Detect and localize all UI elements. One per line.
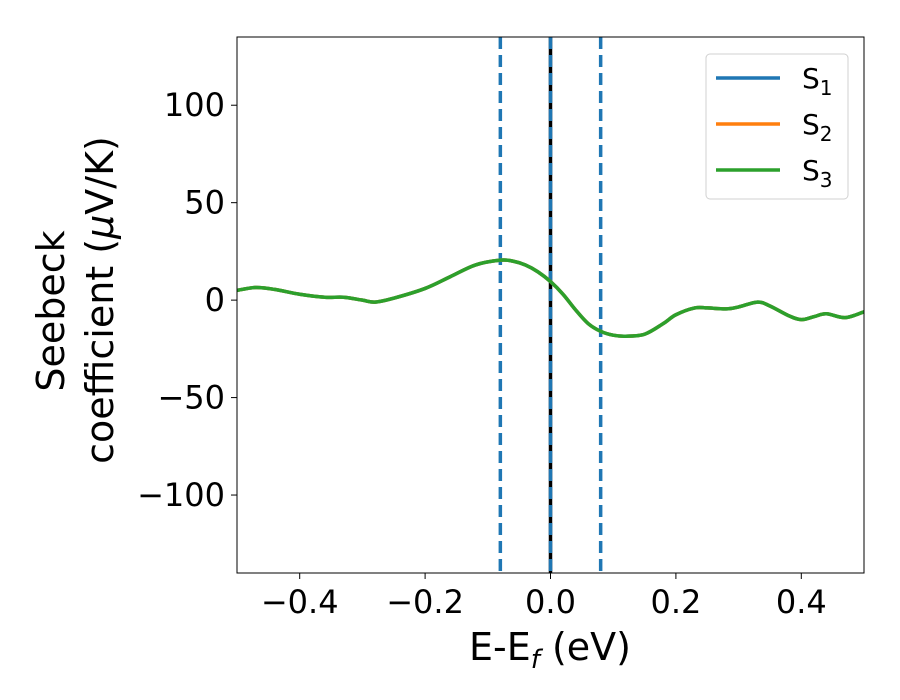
reference-lines xyxy=(498,37,603,573)
x-tick-label: 0.2 xyxy=(650,583,701,621)
y-tick-label: −100 xyxy=(137,476,225,514)
legend-box xyxy=(705,53,849,200)
y-axis-ticks: 100 50 0 −50 −100 xyxy=(137,86,237,514)
x-tick-label: 0.4 xyxy=(776,583,827,621)
legend: S1 S2 S3 xyxy=(705,53,849,200)
x-tick-label: −0.4 xyxy=(261,583,339,621)
x-axis-label: E-Ef (eV) xyxy=(469,625,631,675)
legend-label-s2: S2 xyxy=(802,108,833,146)
y-tick-label: −50 xyxy=(157,379,225,417)
x-tick-label: 0.0 xyxy=(525,583,576,621)
y-axis-label-line2: coefficient (μV/K) xyxy=(78,136,122,464)
x-axis-ticks: −0.4 −0.2 0.0 0.2 0.4 xyxy=(261,573,827,621)
y-axis-label-line1: Seebeck xyxy=(29,230,73,391)
y-tick-label: 0 xyxy=(205,281,225,319)
series-line-s3 xyxy=(237,258,864,338)
y-tick-label: 50 xyxy=(184,184,225,222)
series-lines xyxy=(237,258,864,338)
legend-label-s3: S3 xyxy=(802,154,833,192)
x-tick-label: −0.2 xyxy=(386,583,464,621)
legend-label-s1: S1 xyxy=(802,62,833,100)
y-tick-label: 100 xyxy=(164,86,225,124)
